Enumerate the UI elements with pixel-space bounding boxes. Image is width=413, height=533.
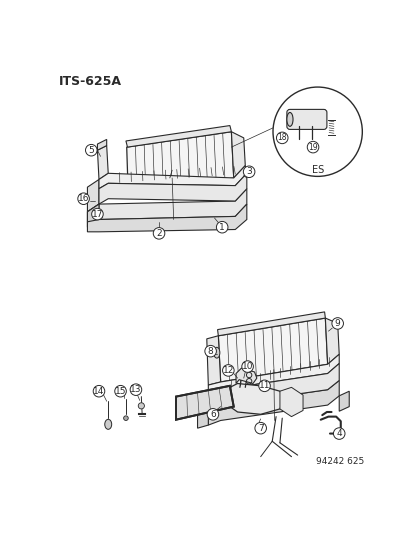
Circle shape (222, 365, 234, 376)
Polygon shape (97, 140, 107, 150)
Ellipse shape (104, 419, 112, 429)
FancyBboxPatch shape (286, 109, 326, 130)
Circle shape (78, 193, 89, 205)
Polygon shape (217, 312, 325, 336)
Polygon shape (126, 132, 233, 195)
Text: 2: 2 (156, 229, 161, 238)
Circle shape (216, 221, 228, 233)
Text: 94242 625: 94242 625 (315, 457, 363, 466)
Text: 8: 8 (207, 346, 213, 356)
Polygon shape (97, 146, 108, 180)
Circle shape (91, 208, 103, 220)
Polygon shape (126, 126, 231, 147)
Circle shape (272, 87, 361, 176)
Circle shape (130, 384, 141, 395)
Text: 15: 15 (114, 387, 126, 395)
Text: 10: 10 (241, 362, 253, 371)
Polygon shape (208, 364, 338, 410)
Text: 3: 3 (246, 167, 252, 176)
Text: 14: 14 (93, 387, 104, 395)
Polygon shape (176, 386, 233, 419)
Polygon shape (231, 132, 244, 178)
Text: ES: ES (311, 165, 323, 175)
Circle shape (331, 318, 343, 329)
Polygon shape (87, 180, 99, 212)
Text: 9: 9 (334, 319, 340, 328)
Polygon shape (197, 394, 208, 428)
Polygon shape (87, 204, 99, 227)
Polygon shape (99, 166, 246, 189)
Circle shape (85, 144, 97, 156)
Circle shape (254, 422, 266, 434)
Circle shape (241, 361, 253, 373)
Text: 6: 6 (209, 410, 215, 419)
Text: 18: 18 (277, 133, 286, 142)
Circle shape (258, 380, 270, 392)
Polygon shape (325, 318, 338, 364)
Ellipse shape (213, 348, 219, 358)
Text: 17: 17 (91, 209, 103, 219)
Polygon shape (338, 391, 349, 411)
Text: 7: 7 (257, 424, 263, 433)
Text: 13: 13 (130, 385, 141, 394)
Text: 19: 19 (308, 143, 317, 151)
Text: 1: 1 (219, 223, 225, 232)
Circle shape (123, 416, 128, 421)
Text: 4: 4 (336, 429, 341, 438)
Polygon shape (235, 368, 256, 384)
Polygon shape (87, 204, 99, 222)
Text: 16: 16 (78, 194, 89, 203)
Text: 12: 12 (222, 366, 233, 375)
Text: 5: 5 (88, 146, 94, 155)
Circle shape (306, 141, 318, 153)
Text: ITS-625A: ITS-625A (59, 75, 122, 88)
Circle shape (206, 408, 218, 420)
Circle shape (138, 403, 144, 409)
Circle shape (153, 228, 164, 239)
Circle shape (276, 132, 287, 144)
Ellipse shape (286, 112, 292, 126)
Polygon shape (208, 381, 338, 425)
Polygon shape (208, 354, 338, 394)
Polygon shape (87, 204, 246, 232)
Circle shape (243, 166, 254, 177)
Circle shape (204, 345, 216, 357)
Polygon shape (99, 173, 246, 204)
Circle shape (332, 428, 344, 439)
Circle shape (114, 385, 126, 397)
Polygon shape (206, 336, 220, 385)
Text: 11: 11 (258, 381, 270, 390)
Polygon shape (218, 318, 327, 382)
Polygon shape (99, 189, 246, 220)
Polygon shape (225, 384, 283, 414)
Polygon shape (279, 387, 302, 417)
Circle shape (93, 385, 104, 397)
